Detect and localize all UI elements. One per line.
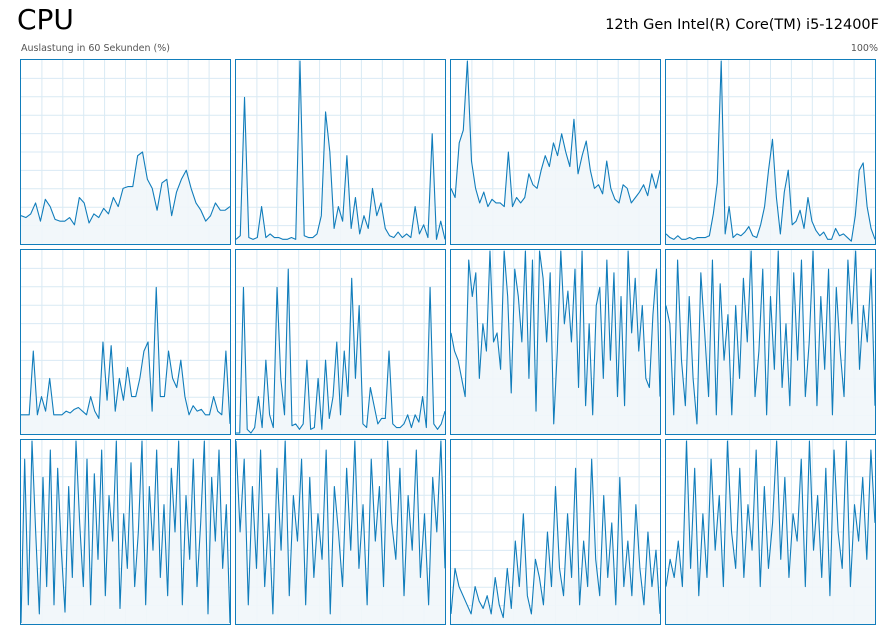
core-utilization-chart [451, 60, 660, 244]
cpu-core-graph [235, 439, 446, 625]
utilization-area [236, 441, 445, 624]
core-utilization-chart [236, 60, 445, 244]
header: CPU 12th Gen Intel(R) Core(TM) i5-12400F… [0, 0, 887, 60]
cpu-model-name: 12th Gen Intel(R) Core(TM) i5-12400F [605, 17, 879, 33]
utilization-line [21, 440, 230, 624]
utilization-area [21, 287, 230, 434]
utilization-area [21, 152, 230, 244]
utilization-max-label: 100% [850, 43, 878, 54]
cpu-core-graph [450, 439, 661, 625]
core-utilization-chart [666, 440, 875, 624]
utilization-area [666, 251, 875, 434]
cpu-core-graph [20, 439, 231, 625]
cpu-core-graph [20, 59, 231, 245]
core-utilization-chart [451, 440, 660, 624]
utilization-axis-label: Auslastung in 60 Sekunden (%) [21, 43, 170, 54]
utilization-area [666, 441, 875, 624]
core-utilization-chart [451, 250, 660, 434]
cpu-core-graph [235, 249, 446, 435]
utilization-line [451, 60, 660, 208]
utilization-line [451, 458, 660, 619]
cpu-core-graph [20, 249, 231, 435]
utilization-line [21, 151, 230, 226]
core-utilization-chart [21, 250, 230, 434]
utilization-line [666, 440, 875, 597]
utilization-area [666, 61, 875, 244]
core-utilization-chart [236, 440, 445, 624]
utilization-line [236, 268, 445, 434]
cpu-core-graph [450, 59, 661, 245]
utilization-line [666, 250, 875, 425]
utilization-line [666, 60, 875, 242]
core-utilization-chart [21, 440, 230, 624]
utilization-area [21, 441, 230, 624]
utilization-line [236, 60, 445, 240]
core-utilization-chart [666, 250, 875, 434]
core-utilization-chart [21, 60, 230, 244]
page-title: CPU [17, 3, 74, 36]
utilization-area [236, 269, 445, 434]
cpu-core-graph [665, 439, 876, 625]
logical-processor-grid [20, 59, 878, 627]
utilization-line [236, 440, 445, 615]
cpu-core-graph [450, 249, 661, 435]
cpu-core-graph [665, 249, 876, 435]
cpu-core-graph [235, 59, 446, 245]
core-utilization-chart [666, 60, 875, 244]
utilization-line [451, 250, 660, 425]
utilization-line [21, 286, 230, 424]
utilization-area [451, 61, 660, 244]
cpu-core-graph [665, 59, 876, 245]
core-utilization-chart [236, 250, 445, 434]
utilization-area [451, 459, 660, 624]
